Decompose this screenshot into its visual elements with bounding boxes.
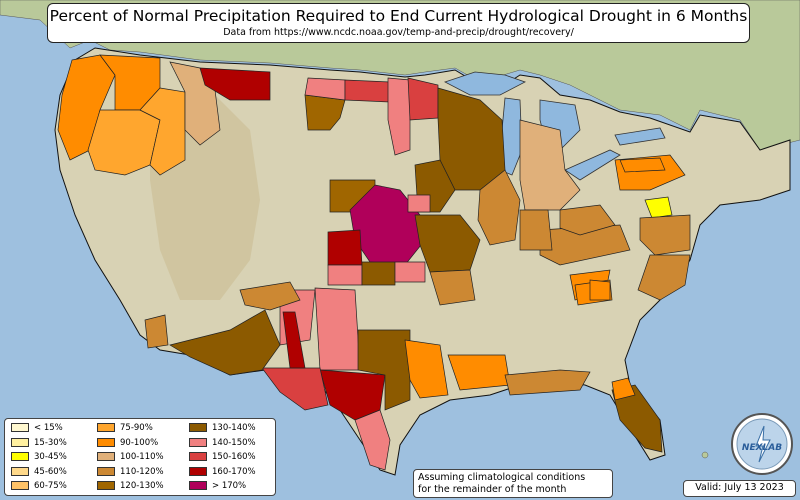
legend-item: 160-170% — [189, 466, 256, 477]
legend-swatch — [11, 423, 29, 432]
region-montana-north — [199, 67, 271, 101]
title-box: Percent of Normal Precipitation Required… — [47, 3, 750, 43]
lake-erie — [564, 149, 621, 181]
legend-label: 75-90% — [120, 423, 153, 433]
region-texas-panhandle — [314, 287, 361, 371]
region-minnesota-east — [407, 77, 439, 121]
region-colorado-sw — [239, 281, 301, 311]
region-florida-north — [611, 377, 636, 401]
legend-item: 30-45% — [11, 452, 67, 462]
legend-label: 160-170% — [212, 466, 256, 477]
region-illinois — [477, 169, 521, 246]
region-texas-gulf — [354, 409, 391, 471]
region-north-dakota-east — [344, 79, 391, 103]
logo-lightning — [755, 425, 771, 463]
legend: < 15% 15-30% 30-45% 45-60% 60-75% 75-90% 90-10… — [4, 418, 276, 496]
legend-label: 30-45% — [34, 452, 67, 462]
legend-label: 100-110% — [120, 452, 164, 462]
legend-item: > 170% — [189, 481, 246, 491]
region-texas-west — [261, 367, 329, 411]
region-louisiana — [404, 339, 449, 399]
region-kansas-south — [327, 264, 363, 286]
legend-item: < 15% — [11, 423, 63, 433]
nexlab-logo: NEXLAB — [731, 413, 793, 475]
region-arizona-nm-south — [169, 309, 281, 376]
region-kansas-oklahoma — [327, 229, 363, 266]
region-delaware-maryland — [644, 196, 673, 219]
lake-superior — [443, 71, 527, 96]
region-florida-peninsula — [611, 384, 663, 453]
legend-swatch — [189, 423, 207, 432]
legend-item: 60-75% — [11, 481, 67, 491]
region-oregon-interior — [87, 109, 161, 176]
lake-ontario — [614, 127, 666, 146]
legend-swatch — [97, 437, 115, 447]
region-michigan-ohio — [519, 119, 581, 211]
region-nm-stripe — [282, 311, 306, 369]
legend-swatch — [97, 481, 115, 490]
region-new-york — [619, 157, 666, 173]
legend-label: 90-100% — [120, 437, 159, 448]
legend-label: 60-75% — [34, 481, 67, 491]
note-line-1: Assuming climatological conditions — [418, 472, 586, 483]
region-arkansas-south — [429, 269, 476, 306]
legend-item: 90-100% — [97, 437, 159, 448]
legend-label: 140-150% — [212, 437, 256, 448]
region-carolina-coast — [637, 254, 691, 301]
valid-date: Valid: July 13 2023 — [683, 480, 796, 497]
region-virginia-coast — [639, 214, 691, 256]
legend-item: 130-140% — [189, 423, 256, 433]
legend-swatch — [97, 466, 115, 476]
legend-item: 100-110% — [97, 452, 164, 462]
region-utah-east — [144, 314, 169, 349]
legend-item: 150-160% — [189, 452, 256, 462]
region-oklahoma-east — [361, 261, 396, 286]
legend-swatch — [97, 452, 115, 461]
note-line-2: for the remainder of the month — [418, 484, 567, 495]
map-title: Percent of Normal Precipitation Required… — [49, 7, 748, 25]
map-subtitle: Data from https://www.ncdc.noaa.gov/temp… — [223, 27, 574, 38]
legend-item: 110-120% — [97, 466, 164, 477]
region-ohio-valley — [559, 204, 616, 236]
legend-label: < 15% — [34, 423, 63, 433]
legend-item: 120-130% — [97, 481, 164, 491]
legend-swatch — [11, 466, 29, 476]
legend-swatch — [11, 452, 29, 461]
legend-swatch — [11, 481, 29, 490]
region-texas-east — [357, 329, 411, 411]
legend-item: 45-60% — [11, 466, 67, 477]
island-bahamas — [701, 451, 709, 459]
assumption-note: Assuming climatological conditions for t… — [413, 469, 613, 498]
legend-swatch — [189, 466, 207, 476]
legend-label: 130-140% — [212, 423, 256, 433]
legend-swatch — [189, 452, 207, 461]
legend-swatch — [189, 437, 207, 447]
legend-swatch — [11, 437, 29, 447]
region-alabama-georgia — [504, 369, 591, 396]
region-minnesota-west — [387, 77, 411, 156]
legend-item: 75-90% — [97, 423, 153, 433]
legend-label: 120-130% — [120, 481, 164, 491]
legend-item: 140-150% — [189, 437, 256, 448]
region-indiana — [519, 209, 553, 251]
drought-regions — [57, 54, 691, 471]
region-nebraska-south — [394, 261, 426, 283]
legend-label: 15-30% — [34, 437, 67, 448]
legend-label: 45-60% — [34, 466, 67, 477]
legend-label: > 170% — [212, 481, 247, 491]
region-georgia-north — [589, 279, 611, 301]
logo-text: NEXLAB — [742, 443, 782, 453]
legend-swatch — [189, 481, 207, 490]
legend-item: 15-30% — [11, 437, 67, 448]
legend-swatch — [97, 423, 115, 432]
legend-label: 150-160% — [212, 452, 256, 462]
region-iowa-south — [407, 194, 431, 213]
legend-label: 110-120% — [120, 466, 164, 477]
